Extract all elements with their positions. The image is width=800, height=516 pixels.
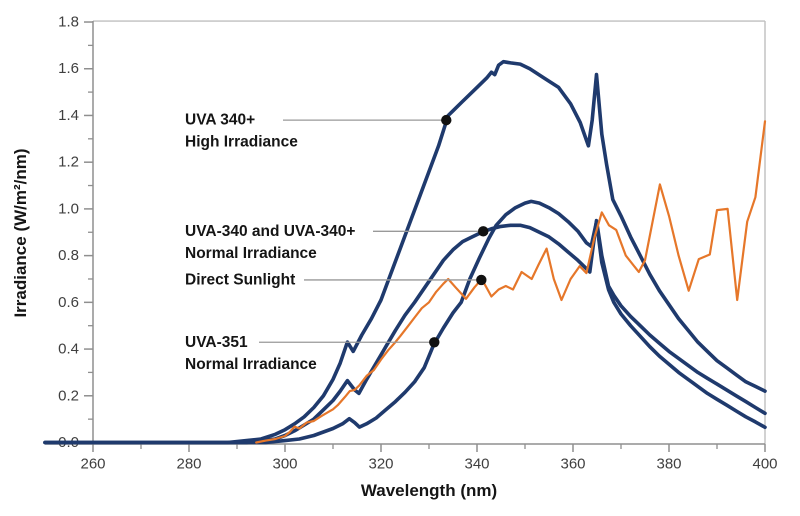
annotation-label-line: Normal Irradiance bbox=[185, 245, 317, 262]
y-tick-label: 0.4 bbox=[58, 341, 79, 358]
x-tick-label: 320 bbox=[368, 456, 393, 473]
series-uva340plus_high-line bbox=[43, 59, 767, 445]
series-direct_sunlight-line bbox=[255, 120, 767, 444]
x-tick-label: 380 bbox=[656, 456, 681, 473]
y-tick-label: 1.6 bbox=[58, 60, 79, 77]
series-uva351_normal-line bbox=[43, 199, 767, 445]
y-tick-label: 0.2 bbox=[58, 387, 79, 404]
y-tick-label: 1.0 bbox=[58, 200, 79, 217]
x-tick-label: 340 bbox=[464, 456, 489, 473]
y-axis-title: Irradiance (W/m²/nm) bbox=[11, 148, 30, 317]
y-tick-label: 1.2 bbox=[58, 154, 79, 171]
marker-dot bbox=[478, 226, 489, 237]
plot-layer: 260 280 300 320 340 360 380 4000.00.20.40.60.81… bbox=[43, 14, 778, 473]
x-tick-label: 360 bbox=[560, 456, 585, 473]
y-tick-label: 0.6 bbox=[58, 294, 79, 311]
annotation-label-line: UVA 340+ bbox=[185, 112, 255, 129]
x-tick-label: 260 bbox=[80, 456, 105, 473]
x-axis-title: Wavelength (nm) bbox=[361, 481, 497, 500]
x-tick-label: 300 bbox=[272, 456, 297, 473]
series-uva340_normal-line bbox=[43, 218, 767, 445]
annotation-label-line: UVA-351 bbox=[185, 334, 248, 351]
annotation-label-line: High Irradiance bbox=[185, 134, 298, 151]
y-tick-label: 0.8 bbox=[58, 247, 79, 264]
y-tick-label: 1.8 bbox=[58, 14, 79, 31]
marker-dot bbox=[429, 337, 440, 348]
x-tick-label: 400 bbox=[752, 456, 777, 473]
x-tick-label: 280 bbox=[176, 456, 201, 473]
annotation-label-line: Direct Sunlight bbox=[185, 271, 295, 288]
marker-dot bbox=[476, 274, 487, 286]
annotation-label-line: UVA-340 and UVA-340+ bbox=[185, 223, 355, 240]
marker-dot bbox=[441, 114, 452, 126]
y-tick-label: 1.4 bbox=[58, 107, 79, 124]
annotation-label-line: Normal Irradiance bbox=[185, 356, 317, 373]
